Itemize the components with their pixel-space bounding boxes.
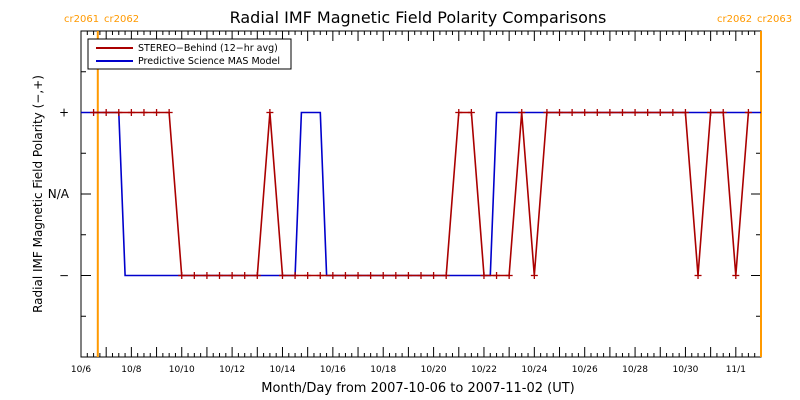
stereo-data-point	[153, 109, 161, 116]
stereo-data-point	[354, 272, 362, 279]
stereo-data-point	[253, 272, 261, 279]
plot-frame	[80, 30, 762, 358]
stereo-data-point	[707, 109, 715, 116]
x-tick-label: 10/20	[421, 365, 447, 375]
stereo-data-point	[644, 109, 652, 116]
stereo-data-point	[442, 272, 450, 279]
x-tick-label: 10/14	[270, 365, 296, 375]
stereo-data-point	[556, 109, 564, 116]
stereo-data-point	[669, 109, 677, 116]
stereo-data-point	[744, 109, 752, 116]
stereo-data-point	[732, 272, 740, 279]
tick-labels: − N/A +10/6 10/8 10/10 10/12 10/14 10/16 10/18 10…	[48, 106, 746, 376]
stereo-data-point	[518, 109, 526, 116]
x-axis-label: Month/Day from 2007-10-06 to 2007-11-02 …	[261, 381, 574, 396]
stereo-data-point	[379, 272, 387, 279]
stereo-data-point	[278, 272, 286, 279]
stereo-data-point	[543, 109, 551, 116]
stereo-data-point	[417, 272, 425, 279]
stereo-data-point	[228, 272, 236, 279]
stereo-data-point	[291, 272, 299, 279]
stereo-data-point	[631, 109, 639, 116]
stereo-data-point	[341, 272, 349, 279]
mas-model-line	[81, 111, 761, 277]
legend-label-mas: Predictive Science MAS Model	[138, 56, 280, 67]
stereo-data-point	[505, 272, 513, 279]
stereo-data-point	[430, 272, 438, 279]
stereo-data-point	[304, 272, 312, 279]
chart-axes	[80, 30, 762, 358]
legend-label-stereo: STEREO−Behind (12−hr avg)	[138, 43, 278, 54]
stereo-data-point	[392, 272, 400, 279]
stereo-data-point	[90, 109, 98, 116]
stereo-data-point	[618, 109, 626, 116]
stereo-data-point	[480, 272, 488, 279]
x-tick-label: 10/10	[169, 365, 195, 375]
chart-legend: STEREO−Behind (12−hr avg) Predictive Sci…	[87, 38, 292, 70]
stereo-data-point	[719, 109, 727, 116]
stereo-data-point	[467, 109, 475, 116]
stereo-data-point	[656, 109, 664, 116]
stereo-data-point	[102, 109, 110, 116]
stereo-data-point	[694, 272, 702, 279]
chart-title: Radial IMF Magnetic Field Polarity Compa…	[230, 8, 607, 27]
stereo-data-point	[455, 109, 463, 116]
stereo-data-point	[568, 109, 576, 116]
x-tick-label: 11/1	[726, 365, 746, 375]
x-tick-label: 10/22	[471, 365, 497, 375]
x-tick-label: 10/16	[320, 365, 346, 375]
x-tick-label: 10/24	[521, 365, 547, 375]
stereo-data-point	[493, 272, 501, 279]
y-axis-label: Radial IMF Magnetic Field Polarity (−,+)	[31, 75, 45, 313]
carrington-label: cr2062	[104, 14, 139, 25]
stereo-data-point	[178, 272, 186, 279]
stereo-data-point	[329, 272, 337, 279]
stereo-data-point	[606, 109, 614, 116]
stereo-data-point	[190, 272, 198, 279]
stereo-data-point	[593, 109, 601, 116]
carrington-label: cr2063	[757, 14, 792, 25]
y-tick-label: N/A	[48, 187, 70, 201]
x-tick-label: 10/8	[121, 365, 141, 375]
y-tick-label: −	[59, 269, 69, 283]
carrington-rotation-markers: cr2061 cr2062 cr2062 cr2063	[64, 14, 792, 357]
stereo-data-point	[127, 109, 135, 116]
stereo-data-point	[530, 272, 538, 279]
stereo-behind-line	[93, 111, 750, 277]
x-tick-label: 10/28	[622, 365, 648, 375]
x-tick-label: 10/6	[71, 365, 91, 375]
x-tick-label: 10/26	[572, 365, 598, 375]
stereo-data-point	[316, 272, 324, 279]
stereo-data-point	[681, 109, 689, 116]
stereo-data-point	[203, 272, 211, 279]
x-tick-label: 10/12	[219, 365, 245, 375]
stereo-data-point	[216, 272, 224, 279]
carrington-label: cr2062	[717, 14, 752, 25]
stereo-data-point	[241, 272, 249, 279]
legend-box	[87, 38, 292, 70]
stereo-data-point	[404, 272, 412, 279]
x-tick-label: 10/30	[672, 365, 698, 375]
stereo-data-point	[115, 109, 123, 116]
stereo-data-point	[266, 109, 274, 116]
stereo-data-point	[367, 272, 375, 279]
stereo-data-point	[165, 109, 173, 116]
stereo-data-point	[581, 109, 589, 116]
y-tick-label: +	[59, 106, 69, 120]
x-tick-label: 10/18	[370, 365, 396, 375]
carrington-label: cr2061	[64, 14, 99, 25]
stereo-data-point	[140, 109, 148, 116]
chart-series	[81, 109, 761, 279]
